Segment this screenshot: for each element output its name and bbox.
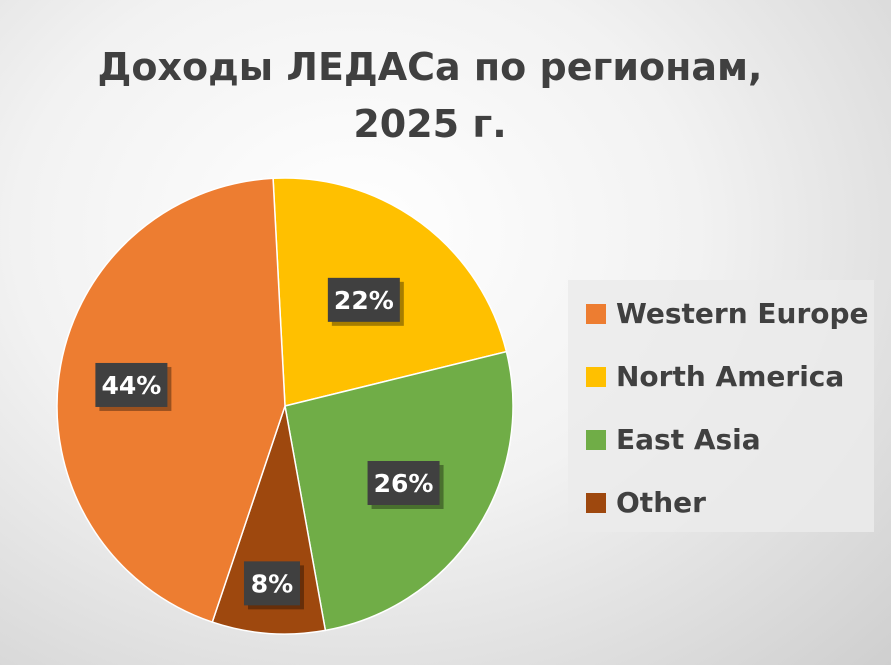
legend-swatch bbox=[586, 303, 606, 324]
legend-item-east-asia: East Asia bbox=[586, 423, 761, 456]
legend-item-other: Other bbox=[586, 486, 706, 519]
legend-label: North America bbox=[616, 360, 845, 393]
svg-text:26%: 26% bbox=[374, 469, 434, 498]
legend-label: Western Europe bbox=[616, 297, 869, 330]
legend-label: Other bbox=[616, 486, 706, 519]
legend: Western Europe North America East Asia Othe… bbox=[568, 280, 874, 532]
svg-text:44%: 44% bbox=[101, 371, 161, 400]
legend-item-north-america: North America bbox=[586, 360, 844, 393]
data-label-north-america: 22% bbox=[327, 277, 404, 326]
chart-title-line2: 2025 г. bbox=[353, 102, 507, 146]
pie-slice-western-europe bbox=[56, 177, 286, 624]
legend-item-western-europe: Western Europe bbox=[586, 297, 869, 330]
data-label-other: 8% bbox=[243, 561, 304, 610]
svg-text:8%: 8% bbox=[251, 569, 293, 598]
legend-swatch bbox=[586, 429, 606, 450]
data-label-western-europe: 44% bbox=[95, 362, 172, 411]
legend-swatch bbox=[586, 492, 606, 513]
legend-swatch bbox=[586, 366, 606, 387]
svg-text:22%: 22% bbox=[334, 286, 394, 315]
legend-label: East Asia bbox=[616, 423, 761, 456]
data-label-east-asia: 26% bbox=[367, 460, 444, 509]
chart-title-line1: Доходы ЛЕДАСа по регионам, bbox=[97, 45, 763, 89]
